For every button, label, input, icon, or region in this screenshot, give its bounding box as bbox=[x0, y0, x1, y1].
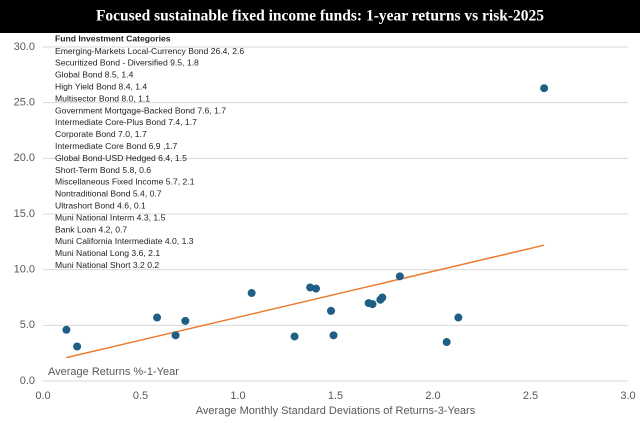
y-tick-label: 15.0 bbox=[14, 208, 35, 220]
x-tick-label: 0.5 bbox=[133, 390, 148, 402]
y-tick-label: 0.0 bbox=[20, 375, 35, 387]
data-point bbox=[378, 293, 387, 302]
x-tick-label: 2.0 bbox=[425, 390, 440, 402]
note-line: Global Bond-USD Hedged 6.4, 1.5 bbox=[55, 153, 187, 163]
x-tick-label: 1.0 bbox=[230, 390, 245, 402]
data-point bbox=[540, 84, 549, 93]
note-line: Intermediate Core Bond 6.9 ,1.7 bbox=[55, 141, 178, 151]
x-tick-label: 2.5 bbox=[523, 390, 538, 402]
data-point bbox=[454, 313, 463, 322]
note-line: Muni California Intermediate 4.0, 1.3 bbox=[55, 236, 194, 246]
chart-title: Focused sustainable fixed income funds: … bbox=[96, 8, 544, 25]
data-point bbox=[62, 325, 71, 334]
data-point bbox=[153, 313, 162, 322]
note-line: Bank Loan 4.2, 0.7 bbox=[55, 224, 127, 234]
note-line: Corporate Bond 7.0, 1.7 bbox=[55, 129, 147, 139]
data-point bbox=[327, 306, 336, 315]
note-line: Government Mortgage-Backed Bond 7.6, 1.7 bbox=[55, 105, 226, 115]
y-tick-label: 20.0 bbox=[14, 152, 35, 164]
x-tick-label: 0.0 bbox=[35, 390, 50, 402]
note-line: Nontraditional Bond 5.4, 0.7 bbox=[55, 189, 162, 199]
x-tick-label: 3.0 bbox=[620, 390, 635, 402]
note-line: Muni National Long 3.6, 2.1 bbox=[55, 248, 160, 258]
data-point bbox=[329, 331, 338, 340]
x-tick-label: 1.5 bbox=[328, 390, 343, 402]
data-point bbox=[312, 284, 320, 293]
note-line: Miscellaneous Fixed Income 5.7, 2.1 bbox=[55, 177, 195, 187]
note-line: Muni National Interm 4.3, 1.5 bbox=[55, 212, 166, 222]
data-point bbox=[290, 332, 299, 341]
data-point bbox=[73, 342, 82, 351]
data-point bbox=[442, 338, 451, 347]
data-point bbox=[247, 289, 256, 298]
data-point bbox=[171, 331, 180, 340]
trendline bbox=[66, 244, 545, 359]
note-line: Emerging-Markets Local-Currency Bond 26.… bbox=[55, 46, 244, 56]
y-tick-label: 5.0 bbox=[20, 319, 35, 331]
data-point bbox=[395, 272, 404, 281]
note-line: Short-Term Bond 5.8, 0.6 bbox=[55, 165, 151, 175]
y-axis-label: Average Returns %-1-Year bbox=[48, 366, 179, 378]
note-line: High Yield Bond 8.4, 1.4 bbox=[55, 81, 147, 91]
note-line: Intermediate Core-Plus Bond 7.4, 1.7 bbox=[55, 117, 197, 127]
note-line: Multisector Bond 8.0, 1.1 bbox=[55, 93, 150, 103]
y-tick-label: 25.0 bbox=[14, 97, 35, 109]
y-tick-label: 10.0 bbox=[14, 264, 35, 276]
data-point bbox=[181, 316, 190, 325]
note-line: Ultrashort Bond 4.6, 0.1 bbox=[55, 200, 146, 210]
note-line: Global Bond 8.5, 1.4 bbox=[55, 70, 134, 80]
data-point bbox=[368, 300, 377, 309]
note-line: Securitized Bond - Diversified 9.5, 1.8 bbox=[55, 58, 199, 68]
x-axis-label: Average Monthly Standard Deviations of R… bbox=[196, 405, 476, 417]
title-bar bbox=[0, 0, 640, 33]
y-tick-label: 30.0 bbox=[14, 41, 35, 53]
notes-title: Fund Investment Categories bbox=[55, 33, 171, 43]
note-line: Muni National Short 3.2 0.2 bbox=[55, 260, 159, 270]
